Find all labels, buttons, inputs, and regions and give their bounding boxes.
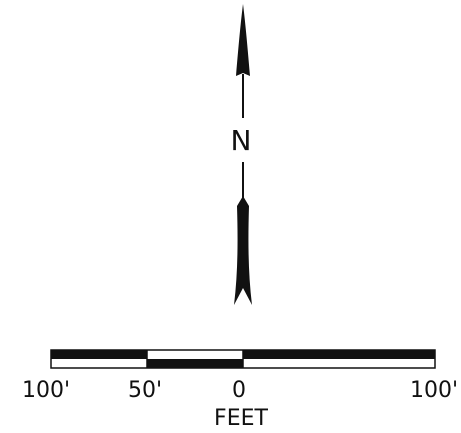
scale-segment-3-top — [243, 350, 435, 359]
north-arrow-upper-point — [236, 4, 250, 76]
scale-tick-label-100-right: 100' — [410, 378, 459, 403]
scale-tick-label-0: 0 — [232, 378, 246, 403]
scale-segment-2-bottom — [147, 359, 243, 368]
scale-units-label: FEET — [214, 406, 268, 431]
north-arrow-lower-tail — [234, 196, 252, 305]
scale-tick-label-50: 50' — [128, 378, 163, 403]
north-letter: N — [230, 124, 252, 157]
scale-segment-1-top — [51, 350, 147, 359]
scale-bar — [50, 349, 436, 369]
scale-tick-label-100-left: 100' — [22, 378, 71, 403]
